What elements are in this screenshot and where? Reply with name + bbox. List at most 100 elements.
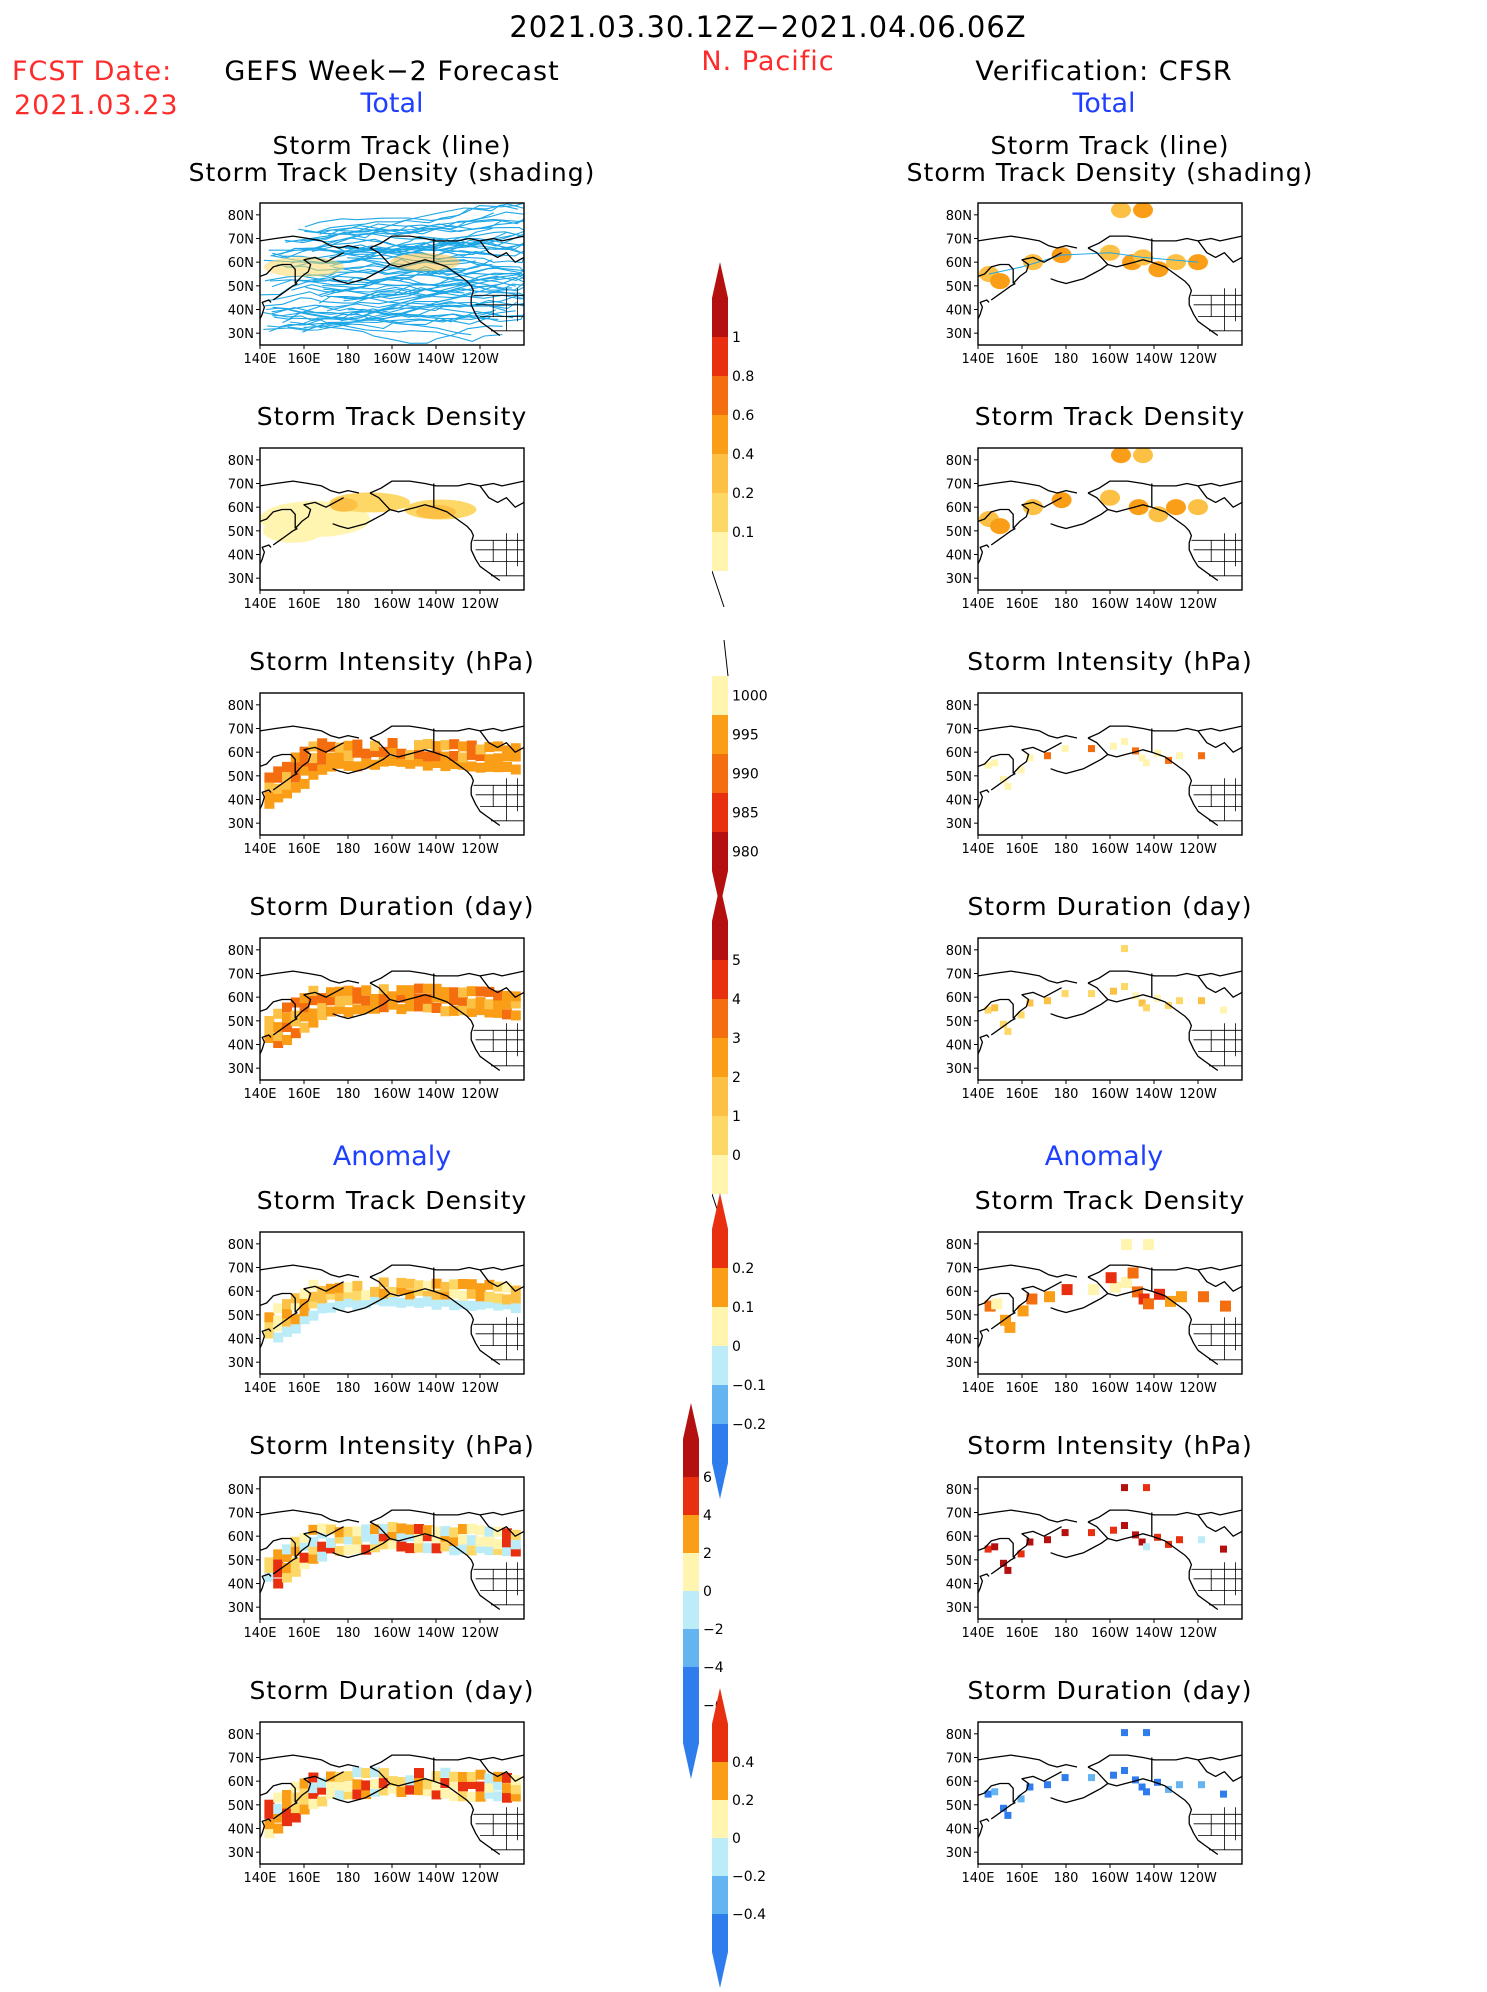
svg-text:80N: 80N — [228, 1728, 254, 1743]
svg-text:60N: 60N — [946, 1285, 972, 1300]
svg-text:60N: 60N — [228, 501, 254, 516]
svg-text:160E: 160E — [1005, 1381, 1038, 1396]
svg-text:985: 985 — [732, 806, 759, 822]
svg-text:140W: 140W — [1135, 352, 1173, 367]
right-column-title: Verification: CFSR — [975, 56, 1233, 87]
svg-text:180: 180 — [1054, 1087, 1079, 1102]
svg-text:70N: 70N — [946, 1752, 972, 1767]
panel-title-density-anom-left: Storm Track Density — [256, 1186, 528, 1215]
svg-text:980: 980 — [732, 845, 759, 861]
svg-text:0.2: 0.2 — [732, 1261, 754, 1277]
svg-text:0: 0 — [732, 1339, 741, 1355]
anomaly-left-label: Anomaly — [332, 1141, 452, 1172]
panel-title-density-left: Storm Track Density — [256, 402, 528, 431]
svg-text:180: 180 — [336, 352, 361, 367]
svg-text:180: 180 — [1054, 1381, 1079, 1396]
svg-text:0.8: 0.8 — [732, 369, 754, 385]
map-duration-left: 80N 70N 60N 50N 40N 30N 140E 160E 180 160W 140W 120… — [227, 930, 527, 1105]
svg-text:140E: 140E — [243, 1626, 276, 1641]
svg-text:120W: 120W — [1179, 352, 1217, 367]
map-density-anom-left: 80N 70N 60N 50N 40N 30N 140E 160E 180 160W 140W 120… — [227, 1224, 527, 1399]
panel-title-intensity-left: Storm Intensity (hPa) — [249, 647, 535, 676]
svg-text:40N: 40N — [228, 1039, 254, 1054]
svg-text:140W: 140W — [1135, 1381, 1173, 1396]
svg-text:2: 2 — [732, 1070, 741, 1086]
svg-text:60N: 60N — [946, 501, 972, 516]
map-duration-right: 80N 70N 60N 50N 40N 30N 140E 160E 180 160W 140W 120… — [945, 930, 1245, 1105]
left-column-title: GEFS Week−2 Forecast — [224, 56, 560, 87]
svg-text:5: 5 — [732, 953, 741, 969]
svg-text:140W: 140W — [417, 1871, 455, 1886]
colorbar-intensity: 1000 995 990 985 980 — [712, 639, 792, 911]
svg-text:140E: 140E — [243, 352, 276, 367]
svg-text:60N: 60N — [946, 991, 972, 1006]
svg-text:4: 4 — [703, 1508, 712, 1524]
svg-text:30N: 30N — [946, 572, 972, 587]
svg-text:4: 4 — [732, 992, 741, 1008]
svg-text:2: 2 — [703, 1546, 712, 1562]
svg-text:80N: 80N — [946, 1238, 972, 1253]
svg-text:120W: 120W — [1179, 1626, 1217, 1641]
svg-text:0.1: 0.1 — [732, 525, 754, 541]
svg-text:60N: 60N — [946, 1530, 972, 1545]
svg-text:120W: 120W — [461, 352, 499, 367]
svg-text:60N: 60N — [228, 1285, 254, 1300]
svg-text:70N: 70N — [946, 1507, 972, 1522]
svg-text:140W: 140W — [417, 1087, 455, 1102]
svg-text:80N: 80N — [228, 699, 254, 714]
svg-text:160E: 160E — [287, 842, 320, 857]
svg-text:−0.4: −0.4 — [732, 1907, 766, 1923]
svg-text:140E: 140E — [243, 842, 276, 857]
panel-title-track-left: Storm Track (line) Storm Track Density (… — [188, 131, 596, 187]
svg-text:120W: 120W — [1179, 842, 1217, 857]
svg-text:30N: 30N — [228, 1062, 254, 1077]
svg-text:50N: 50N — [946, 770, 972, 785]
svg-text:0.2: 0.2 — [732, 1793, 754, 1809]
svg-text:160W: 160W — [1091, 1871, 1129, 1886]
svg-text:140E: 140E — [243, 1871, 276, 1886]
svg-text:30N: 30N — [228, 817, 254, 832]
svg-text:160W: 160W — [373, 842, 411, 857]
svg-text:60N: 60N — [228, 1530, 254, 1545]
svg-text:140E: 140E — [961, 1871, 994, 1886]
panel-title-intensity-anom-left: Storm Intensity (hPa) — [249, 1431, 535, 1460]
svg-text:60N: 60N — [228, 991, 254, 1006]
svg-text:160E: 160E — [287, 1087, 320, 1102]
colorbar-intensity-anom: 6 4 2 0 −2 −4 −6 — [683, 1403, 763, 1783]
svg-text:1000: 1000 — [732, 689, 768, 705]
svg-text:160E: 160E — [1005, 597, 1038, 612]
svg-text:160W: 160W — [373, 352, 411, 367]
svg-text:160E: 160E — [287, 597, 320, 612]
svg-text:160W: 160W — [373, 1626, 411, 1641]
anomaly-right-label: Anomaly — [1044, 1141, 1164, 1172]
svg-text:180: 180 — [336, 842, 361, 857]
svg-text:−2: −2 — [703, 1622, 724, 1638]
map-intensity-right: 80N 70N 60N 50N 40N 30N 140E 160E 180 160W 140W 120… — [945, 685, 1245, 860]
svg-text:50N: 50N — [946, 525, 972, 540]
svg-text:50N: 50N — [228, 280, 254, 295]
svg-text:160W: 160W — [1091, 1381, 1129, 1396]
svg-text:140E: 140E — [961, 1087, 994, 1102]
svg-text:140E: 140E — [243, 1087, 276, 1102]
svg-text:40N: 40N — [228, 1578, 254, 1593]
map-duration-anom-right: 80N 70N 60N 50N 40N 30N 140E 160E 180 160W 140W 120… — [945, 1714, 1245, 1889]
svg-text:30N: 30N — [946, 1356, 972, 1371]
panel-title-duration-left: Storm Duration (day) — [249, 892, 535, 921]
svg-text:160W: 160W — [1091, 352, 1129, 367]
svg-text:140W: 140W — [417, 842, 455, 857]
svg-text:140W: 140W — [1135, 1871, 1173, 1886]
svg-text:180: 180 — [1054, 1626, 1079, 1641]
svg-text:40N: 40N — [946, 1039, 972, 1054]
svg-text:140W: 140W — [1135, 842, 1173, 857]
svg-text:50N: 50N — [228, 1554, 254, 1569]
svg-text:70N: 70N — [946, 478, 972, 493]
svg-text:120W: 120W — [461, 597, 499, 612]
svg-text:0: 0 — [732, 1831, 741, 1847]
colorbar-duration-anom: 0.4 0.2 0 −0.2 −0.4 — [712, 1688, 792, 1992]
svg-text:160E: 160E — [287, 1381, 320, 1396]
svg-text:160E: 160E — [1005, 842, 1038, 857]
svg-text:50N: 50N — [946, 1015, 972, 1030]
map-intensity-left: 80N 70N 60N 50N 40N 30N 140E 160E 180 160W 140W 120… — [227, 685, 527, 860]
svg-text:1: 1 — [732, 1109, 741, 1125]
svg-text:40N: 40N — [946, 549, 972, 564]
